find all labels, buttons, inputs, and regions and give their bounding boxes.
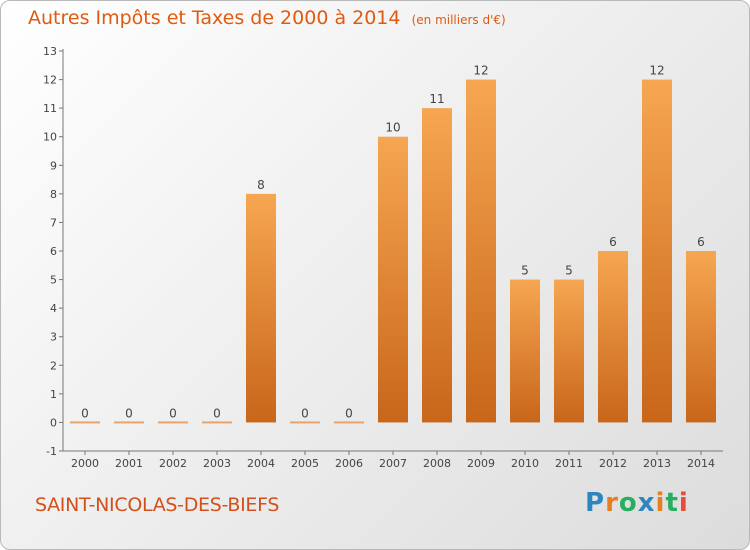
y-tick-label: 12	[43, 74, 57, 87]
bar-value-label: 5	[565, 264, 573, 278]
bar-value-label: 0	[345, 406, 353, 420]
bar	[378, 136, 408, 423]
x-tick-label: 2002	[159, 457, 187, 470]
y-tick-label: 11	[43, 102, 57, 115]
logo-letter: P	[585, 488, 606, 518]
bar-value-label: 6	[609, 235, 617, 249]
x-tick-label: 2006	[335, 457, 363, 470]
bar-value-label: 0	[169, 406, 177, 420]
bar	[466, 79, 496, 423]
x-tick-label: 2005	[291, 457, 319, 470]
bar	[334, 421, 364, 424]
bar	[598, 251, 628, 423]
y-tick-label: 4	[50, 302, 57, 315]
bar	[510, 279, 540, 423]
bar-value-label: 6	[697, 235, 705, 249]
x-tick-label: 2001	[115, 457, 143, 470]
x-tick-label: 2004	[247, 457, 275, 470]
bar	[202, 421, 232, 424]
bar-value-label: 0	[81, 406, 89, 420]
y-tick-label: 13	[43, 45, 57, 58]
logo-letter: t	[665, 488, 679, 518]
bar	[642, 79, 672, 423]
bar	[686, 251, 716, 423]
y-tick-label: 7	[50, 216, 57, 229]
bar	[422, 108, 452, 423]
bar-value-label: 0	[301, 406, 309, 420]
x-tick-label: 2011	[555, 457, 583, 470]
y-tick-label: 2	[50, 359, 57, 372]
bar-value-label: 0	[213, 406, 221, 420]
x-tick-label: 2014	[687, 457, 715, 470]
y-tick-label: 9	[50, 159, 57, 172]
bar-value-label: 11	[429, 92, 444, 106]
y-tick-label: 6	[50, 245, 57, 258]
logo-letter: i	[655, 488, 666, 518]
y-tick-label: 10	[43, 131, 57, 144]
bar	[70, 421, 100, 424]
y-tick-label: 8	[50, 188, 57, 201]
bar-value-label: 12	[473, 64, 488, 78]
x-tick-label: 2009	[467, 457, 495, 470]
x-tick-label: 2012	[599, 457, 627, 470]
commune-name: SAINT-NICOLAS-DES-BIEFS	[35, 494, 280, 516]
logo-letter: r	[605, 488, 619, 518]
bar	[114, 421, 144, 424]
x-tick-label: 2007	[379, 457, 407, 470]
x-tick-label: 2000	[71, 457, 99, 470]
bar	[554, 279, 584, 423]
bar-value-label: 0	[125, 406, 133, 420]
x-tick-label: 2013	[643, 457, 671, 470]
bar-value-label: 12	[649, 64, 664, 78]
bar-value-label: 8	[257, 178, 265, 192]
bar-value-label: 5	[521, 264, 529, 278]
x-tick-label: 2003	[203, 457, 231, 470]
logo-letter: i	[678, 488, 689, 518]
y-tick-label: 3	[50, 331, 57, 344]
y-tick-label: 1	[50, 388, 57, 401]
logo-letter: o	[618, 488, 638, 518]
x-tick-label: 2008	[423, 457, 451, 470]
bar	[158, 421, 188, 424]
y-tick-label: -1	[46, 445, 57, 458]
bar	[290, 421, 320, 424]
x-tick-label: 2010	[511, 457, 539, 470]
y-tick-label: 5	[50, 274, 57, 287]
chart-title: Autres Impôts et Taxes de 2000 à 2014 (e…	[28, 7, 506, 29]
bar	[246, 193, 276, 423]
chart-unit: (en milliers d'€)	[411, 13, 506, 27]
logo-letter: x	[637, 488, 656, 518]
bar-value-label: 10	[385, 121, 400, 135]
proxiti-logo: Proxiti	[585, 488, 689, 518]
y-tick-label: 0	[50, 416, 57, 429]
chart-title-main: Autres Impôts et Taxes de 2000 à 2014	[28, 7, 401, 29]
